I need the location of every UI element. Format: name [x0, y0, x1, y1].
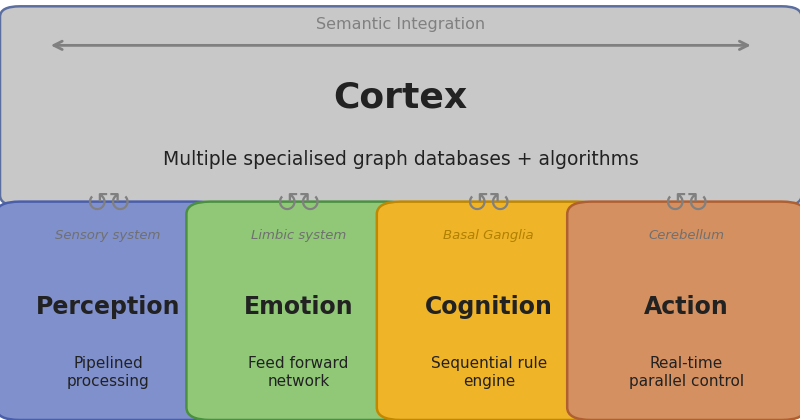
Text: Action: Action	[644, 295, 729, 319]
FancyBboxPatch shape	[0, 202, 220, 420]
Text: ↺↻: ↺↻	[85, 190, 131, 218]
Text: Basal Ganglia: Basal Ganglia	[443, 229, 534, 241]
Text: Semantic Integration: Semantic Integration	[316, 17, 486, 32]
Text: Limbic system: Limbic system	[250, 229, 346, 241]
FancyBboxPatch shape	[186, 202, 410, 420]
Text: Cortex: Cortex	[334, 80, 468, 114]
Text: Emotion: Emotion	[243, 295, 354, 319]
Text: Sequential rule
engine: Sequential rule engine	[430, 356, 547, 389]
Text: ↺↻: ↺↻	[275, 190, 322, 218]
Text: Feed forward
network: Feed forward network	[248, 356, 349, 389]
Text: Multiple specialised graph databases + algorithms: Multiple specialised graph databases + a…	[163, 150, 638, 169]
Text: ↺↻: ↺↻	[466, 190, 512, 218]
Text: Real-time
parallel control: Real-time parallel control	[629, 356, 744, 389]
Text: Cerebellum: Cerebellum	[648, 229, 725, 241]
FancyBboxPatch shape	[567, 202, 800, 420]
Text: Perception: Perception	[36, 295, 180, 319]
FancyBboxPatch shape	[0, 6, 800, 206]
Text: Sensory system: Sensory system	[55, 229, 161, 241]
Text: Pipelined
processing: Pipelined processing	[66, 356, 150, 389]
Text: ↺↻: ↺↻	[663, 190, 710, 218]
Text: Cognition: Cognition	[425, 295, 553, 319]
FancyBboxPatch shape	[377, 202, 601, 420]
